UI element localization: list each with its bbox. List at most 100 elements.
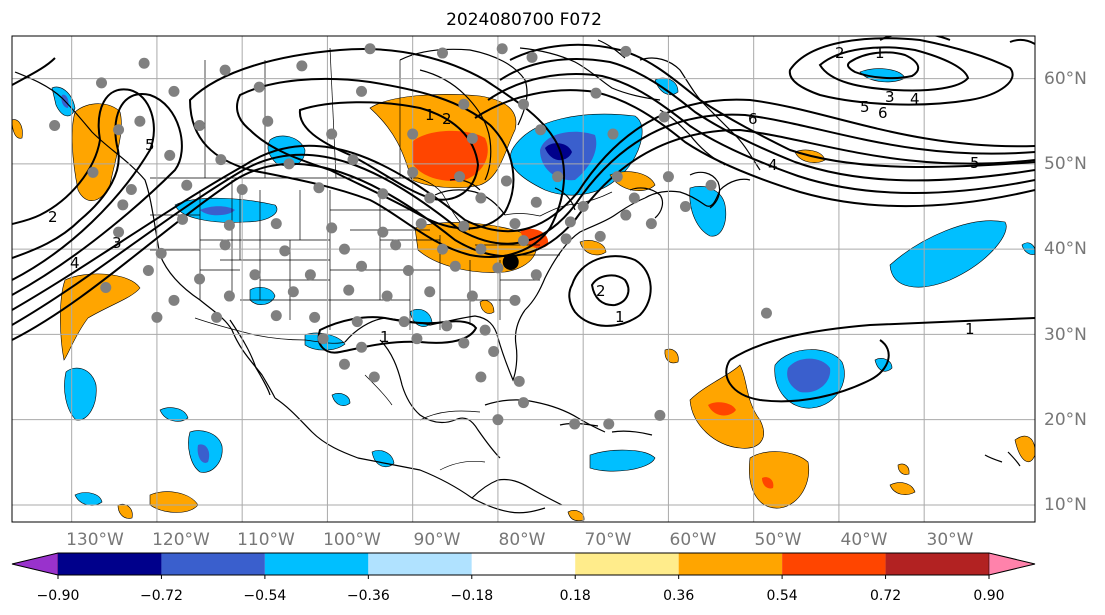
lon-label: 60°W [670, 530, 717, 550]
station-marker [343, 284, 355, 296]
station-marker [377, 226, 389, 238]
lat-label: 30°N [1044, 325, 1087, 345]
map-background [12, 36, 1035, 522]
station-marker [287, 286, 299, 298]
station-marker [309, 311, 321, 323]
station-marker [223, 219, 235, 231]
station-marker [475, 371, 487, 383]
lon-label: 130°W [66, 530, 124, 550]
station-marker [168, 85, 180, 97]
station-marker [458, 98, 470, 110]
positive-anomaly-shading [12, 94, 1035, 522]
station-marker [364, 43, 376, 55]
station-marker [449, 260, 461, 272]
station-marker [620, 209, 632, 221]
map-content: 1 1 1 1 1 2 2 2 2 3 3 4 4 4 5 5 5 6 6 [12, 36, 1035, 522]
colorbar-tick-labels: −0.90 −0.72 −0.54 −0.36 −0.18 0.18 0.36 0.54 0.7… [37, 575, 1005, 604]
contour-label: 2 [835, 44, 845, 62]
contour-label: 5 [860, 98, 870, 116]
station-marker [518, 397, 529, 409]
map-frame [11, 35, 1036, 523]
station-marker [441, 320, 453, 332]
lat-label: 10°N [1044, 495, 1087, 515]
station-marker [679, 201, 691, 213]
lat-label: 40°N [1044, 239, 1087, 259]
station-marker [407, 166, 419, 178]
contour-label: 2 [596, 282, 606, 300]
station-marker [223, 290, 235, 302]
station-marker [569, 418, 581, 430]
colorbar-segment [471, 553, 576, 575]
station-marker [560, 233, 572, 245]
station-marker [415, 218, 427, 230]
station-marker [253, 81, 265, 93]
station-marker [138, 57, 150, 69]
station-marker [466, 132, 478, 144]
colorbar-tick-label: −0.36 [347, 588, 390, 604]
lat-label: 60°N [1044, 69, 1087, 89]
colorbar-tick-label: 0.36 [663, 588, 694, 604]
station-marker [475, 192, 487, 204]
contour-label: 1 [425, 106, 435, 124]
station-marker [326, 222, 338, 234]
station-marker [117, 199, 129, 211]
station-marker [87, 166, 99, 178]
station-marker [113, 124, 125, 136]
station-marker [368, 371, 380, 383]
colorbar-tick-label: −0.54 [243, 588, 286, 604]
station-marker [236, 183, 248, 195]
station-marker [390, 239, 402, 251]
colorbar [11, 552, 1036, 576]
station-marker [662, 171, 674, 183]
station-marker [577, 201, 589, 213]
station-marker [262, 115, 274, 127]
station-marker [496, 43, 508, 55]
station-marker [356, 85, 368, 97]
station-marker [215, 154, 227, 166]
highlight-station-marker [502, 253, 519, 270]
lat-label: 20°N [1044, 410, 1087, 430]
station-marker [552, 171, 564, 183]
lon-label: 90°W [414, 530, 461, 550]
station-markers [49, 43, 772, 430]
station-marker [142, 264, 154, 276]
lon-label: 80°W [499, 530, 546, 550]
station-marker [96, 77, 108, 89]
colorbar-segment [885, 553, 989, 575]
station-marker [488, 345, 500, 357]
station-marker [338, 243, 350, 255]
station-marker [134, 115, 146, 127]
lon-label: 50°W [755, 530, 802, 550]
station-marker [402, 264, 414, 276]
station-marker [518, 98, 529, 110]
station-marker [151, 311, 163, 323]
station-marker [219, 239, 231, 251]
colorbar-segment [575, 553, 679, 575]
lon-label: 40°W [841, 530, 888, 550]
colorbar-segment [264, 553, 369, 575]
graticule-gridlines [12, 36, 1035, 522]
station-marker [356, 260, 368, 272]
station-marker [270, 310, 282, 322]
contour-label: 1 [965, 320, 975, 338]
station-marker [466, 290, 478, 302]
lon-label: 100°W [323, 530, 381, 550]
station-marker [500, 175, 512, 187]
contour-label: 6 [748, 110, 758, 128]
station-marker [535, 124, 547, 136]
station-marker [607, 128, 619, 140]
station-marker [411, 333, 423, 345]
colorbar-tick-label: −0.72 [140, 588, 183, 604]
station-marker [475, 243, 487, 255]
station-marker [437, 47, 449, 59]
political-borders [150, 47, 613, 471]
station-marker [611, 171, 623, 183]
contour-label: 5 [970, 154, 980, 172]
station-marker [603, 418, 615, 430]
station-marker [479, 324, 491, 336]
station-marker [356, 341, 368, 353]
station-marker [100, 282, 112, 294]
station-marker [249, 269, 261, 281]
station-marker [313, 182, 325, 194]
station-marker [658, 111, 670, 123]
